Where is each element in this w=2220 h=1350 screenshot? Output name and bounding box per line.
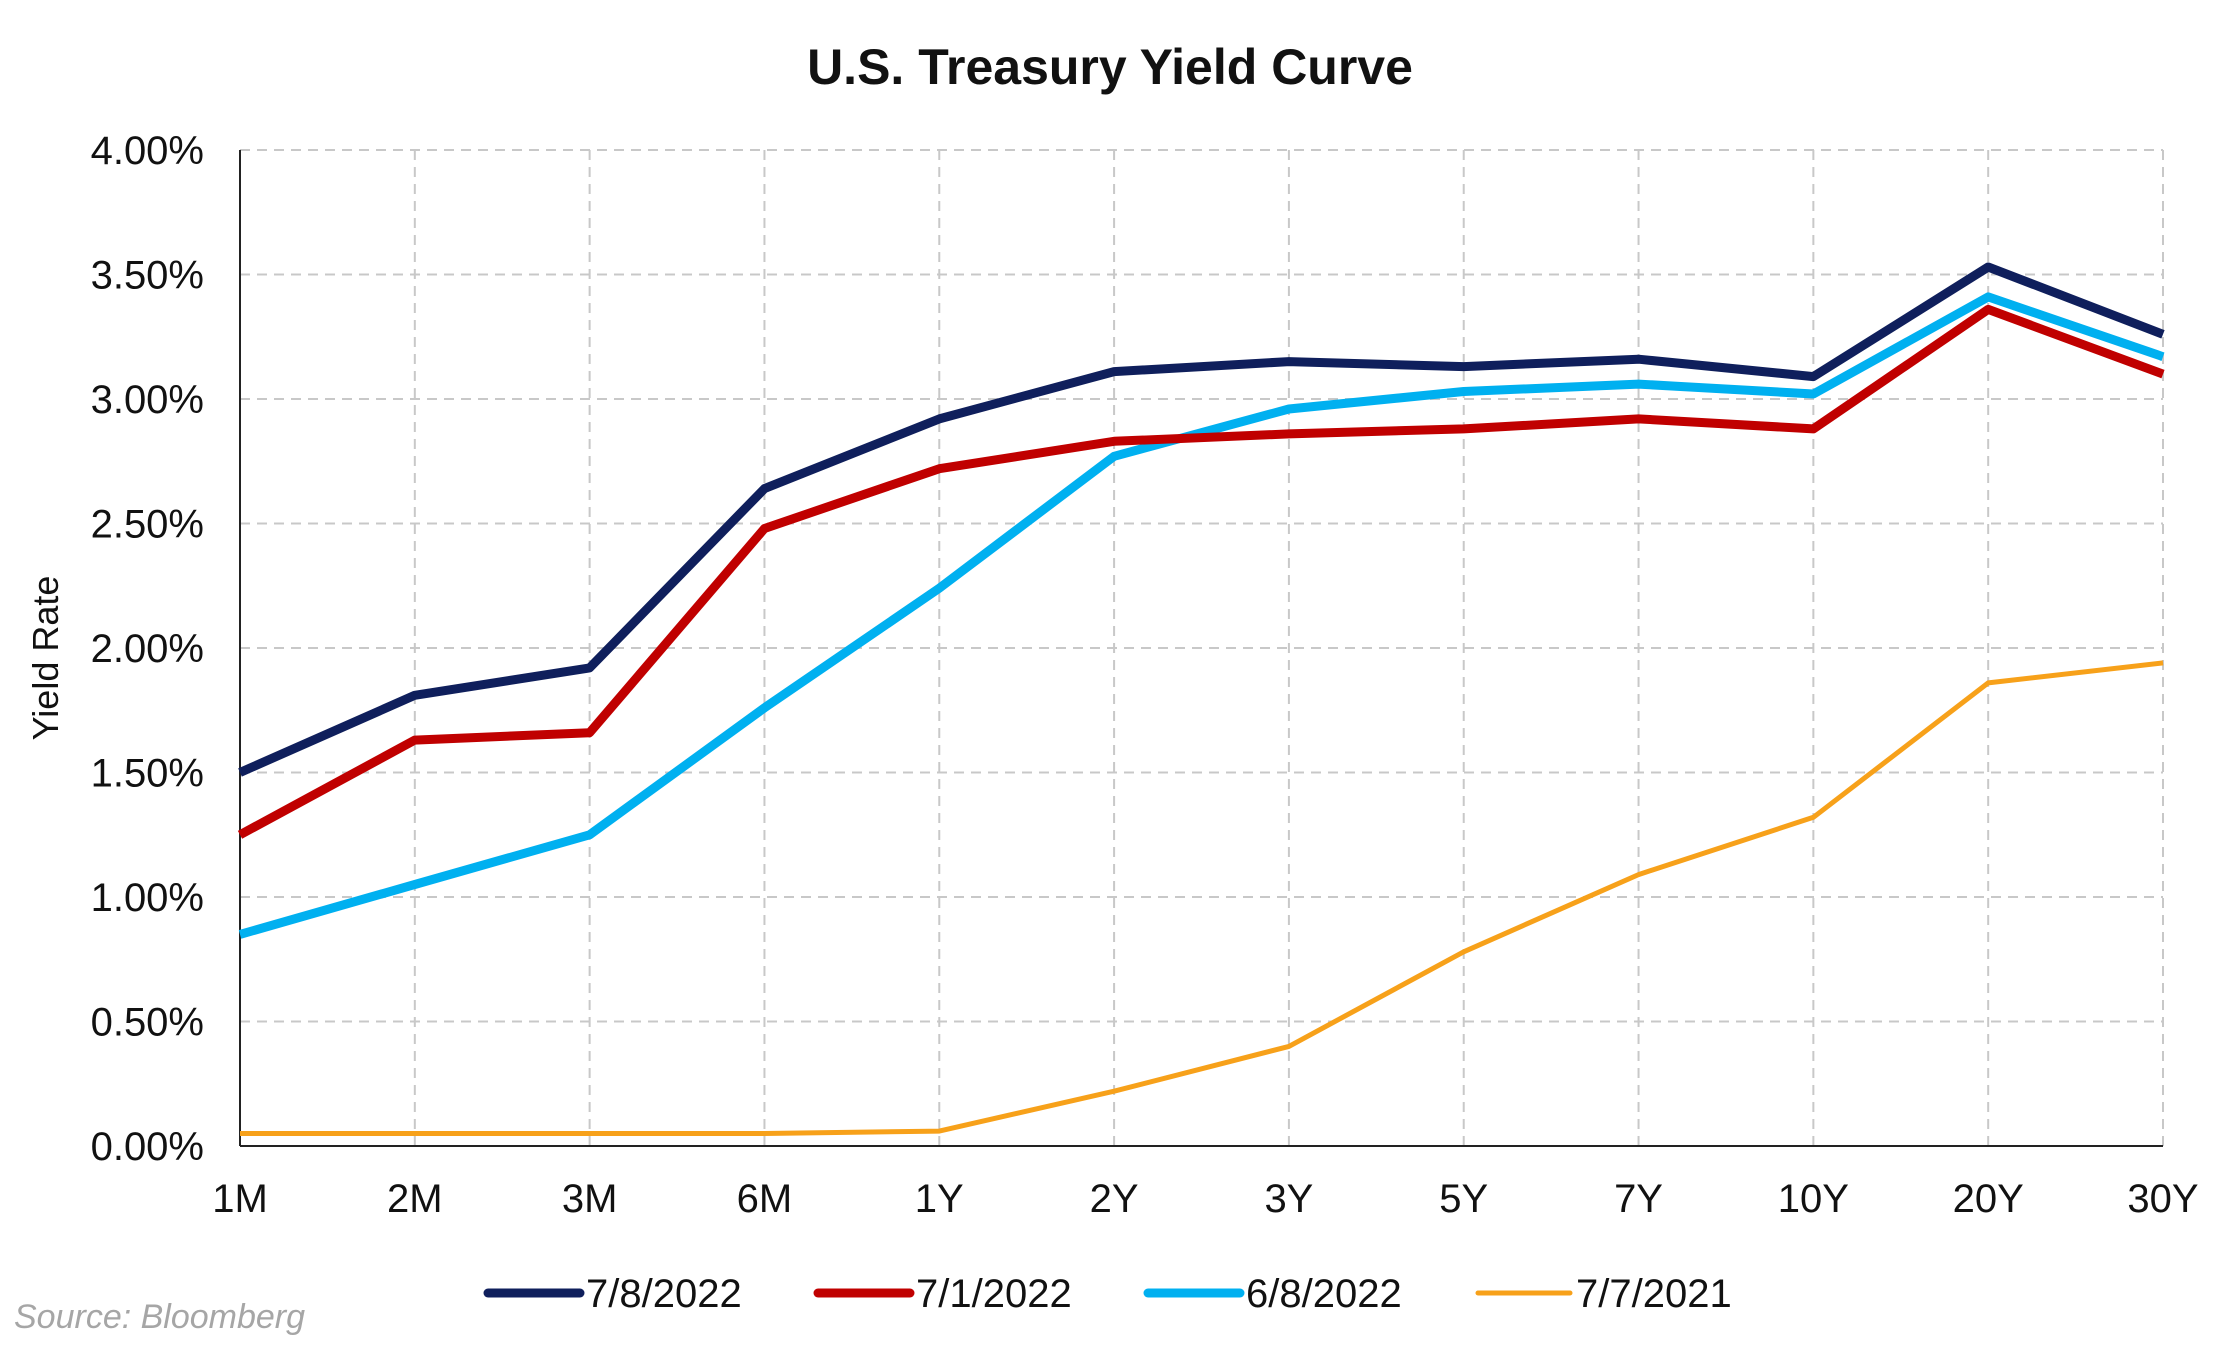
y-tick-label: 1.50% — [91, 752, 204, 796]
x-tick-label: 5Y — [1439, 1177, 1488, 1221]
series-line-0 — [238, 262, 2165, 777]
x-tick-label: 20Y — [1953, 1177, 2024, 1221]
y-tick-label: 2.00% — [91, 627, 204, 671]
x-tick-label: 3Y — [1264, 1177, 1313, 1221]
y-tick-label: 3.00% — [91, 378, 204, 422]
x-tick-label: 3M — [562, 1177, 618, 1221]
chart-title: U.S. Treasury Yield Curve — [807, 39, 1413, 95]
y-axis-title: Yield Rate — [25, 576, 66, 741]
y-tick-label: 4.00% — [91, 129, 204, 173]
grid-lines — [240, 149, 2164, 1146]
x-tick-label: 1M — [212, 1177, 268, 1221]
source-note: Source: Bloomberg — [14, 1298, 305, 1336]
y-tick-label: 0.50% — [91, 1001, 204, 1045]
legend: 7/8/2022 7/1/2022 6/8/2022 7/7/2021 — [483, 1272, 1732, 1316]
legend-label-3: 7/7/2021 — [1576, 1272, 1732, 1316]
x-tick-label: 2Y — [1090, 1177, 1139, 1221]
series-lines — [237, 262, 2165, 1136]
legend-label-1: 7/1/2022 — [916, 1272, 1072, 1316]
x-tick-label: 7Y — [1614, 1177, 1663, 1221]
y-axis-tick-labels: 0.00% 0.50% 1.00% 1.50% 2.00% 2.50% 3.00% 3.50%… — [91, 129, 204, 1169]
series-line-2 — [238, 292, 2165, 939]
series-line-3 — [240, 660, 2164, 1136]
y-tick-label: 1.00% — [91, 876, 204, 920]
x-tick-label: 2M — [387, 1177, 443, 1221]
x-axis-tick-labels: 1M 2M 3M 6M 1Y 2Y 3Y 5Y 7Y 10Y 20Y 30Y — [212, 1177, 2198, 1221]
legend-label-2: 6/8/2022 — [1246, 1272, 1402, 1316]
x-tick-label: 10Y — [1778, 1177, 1849, 1221]
legend-label-0: 7/8/2022 — [586, 1272, 742, 1316]
series-line-1 — [237, 304, 2165, 839]
axes — [239, 150, 2163, 1147]
x-tick-label: 30Y — [2127, 1177, 2198, 1221]
y-tick-label: 3.50% — [91, 254, 204, 298]
y-tick-label: 2.50% — [91, 503, 204, 547]
x-tick-label: 6M — [737, 1177, 793, 1221]
x-tick-label: 1Y — [915, 1177, 964, 1221]
y-tick-label: 0.00% — [91, 1125, 204, 1169]
